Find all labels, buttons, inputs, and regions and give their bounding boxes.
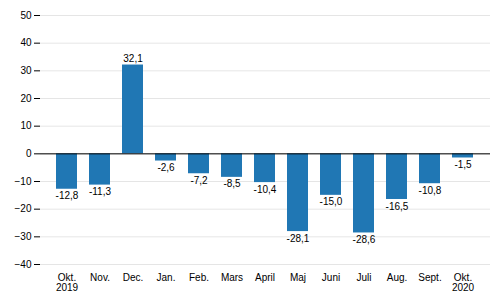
svg-text:-28,1: -28,1 — [287, 233, 310, 244]
svg-text:40: 40 — [20, 37, 32, 48]
svg-text:Maj: Maj — [290, 272, 306, 283]
svg-text:0: 0 — [26, 148, 32, 159]
svg-text:-11,3: -11,3 — [89, 186, 111, 197]
svg-text:-1,5: -1,5 — [454, 159, 472, 170]
svg-text:Feb.: Feb. — [189, 272, 209, 283]
svg-text:10: 10 — [20, 120, 32, 131]
svg-text:Okt.2019: Okt.2019 — [56, 272, 79, 293]
svg-text:Mars: Mars — [221, 272, 243, 283]
svg-text:-7,2: -7,2 — [190, 175, 208, 186]
svg-text:−10: −10 — [15, 176, 32, 187]
svg-text:32,1: 32,1 — [123, 53, 143, 64]
svg-text:Jan.: Jan. — [157, 272, 176, 283]
svg-text:Juni: Juni — [322, 272, 340, 283]
svg-text:-16,5: -16,5 — [386, 201, 409, 212]
svg-text:-12,8: -12,8 — [56, 190, 79, 201]
svg-text:50: 50 — [20, 10, 32, 21]
svg-text:Aug.: Aug. — [387, 272, 408, 283]
svg-text:Dec.: Dec. — [123, 272, 144, 283]
svg-text:30: 30 — [20, 65, 32, 76]
svg-text:-15,0: -15,0 — [320, 196, 343, 207]
svg-text:-10,8: -10,8 — [419, 185, 442, 196]
svg-text:-10,4: -10,4 — [254, 184, 277, 195]
svg-text:−20: −20 — [15, 203, 32, 214]
svg-text:-28,6: -28,6 — [353, 234, 376, 245]
svg-text:−30: −30 — [15, 231, 32, 242]
svg-text:-8,5: -8,5 — [223, 178, 241, 189]
svg-text:20: 20 — [20, 93, 32, 104]
svg-text:Sept.: Sept. — [418, 272, 441, 283]
svg-text:April: April — [255, 272, 275, 283]
svg-text:-2,6: -2,6 — [157, 162, 175, 173]
svg-text:Okt.2020: Okt.2020 — [452, 272, 475, 293]
svg-text:Juli: Juli — [356, 272, 371, 283]
svg-text:Nov.: Nov. — [90, 272, 110, 283]
svg-text:−40: −40 — [15, 259, 32, 270]
